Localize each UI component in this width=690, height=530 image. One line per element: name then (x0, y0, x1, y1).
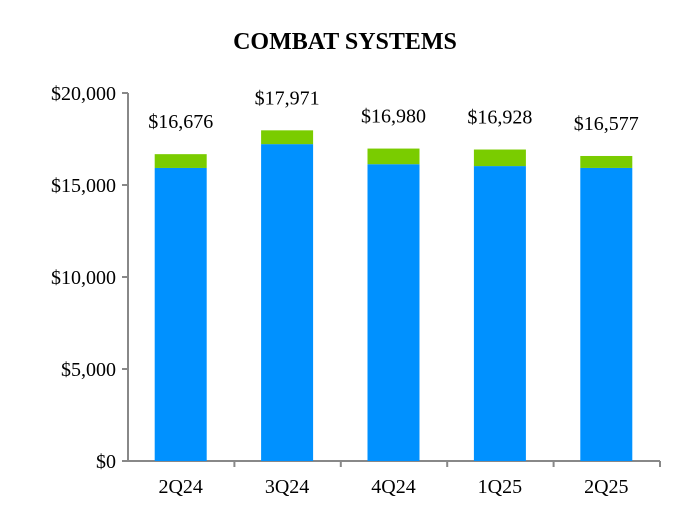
bar-total-label: $16,577 (574, 113, 639, 135)
y-tick-label: $15,000 (51, 175, 116, 197)
x-tick-label: 2Q25 (584, 476, 628, 498)
bar-total-label: $16,676 (148, 111, 213, 133)
x-tick-label: 2Q24 (158, 476, 202, 498)
y-tick-label: $5,000 (61, 359, 116, 381)
chart-title: COMBAT SYSTEMS (233, 29, 457, 55)
bar-segment-top (261, 130, 314, 145)
bar-total-label: $17,971 (255, 87, 320, 109)
bar-segment-base (154, 167, 207, 461)
bar-segment-top (154, 154, 207, 168)
x-tick-label: 1Q25 (478, 476, 522, 498)
y-tick-label: $0 (96, 451, 116, 473)
y-tick-label: $10,000 (51, 267, 116, 289)
bar-segment-top (473, 149, 526, 167)
bar-segment-base (367, 164, 420, 461)
bar-total-label: $16,928 (467, 107, 532, 129)
bar-segment-base (261, 144, 314, 461)
bar-segment-top (367, 148, 420, 165)
bar-total-label: $16,980 (361, 106, 426, 128)
x-tick-label: 3Q24 (265, 476, 309, 498)
bar-segment-base (580, 167, 633, 461)
bar-segment-base (473, 166, 526, 462)
x-tick-label: 4Q24 (371, 476, 415, 498)
bar-segment-top (580, 155, 633, 168)
y-tick-label: $20,000 (51, 83, 116, 105)
